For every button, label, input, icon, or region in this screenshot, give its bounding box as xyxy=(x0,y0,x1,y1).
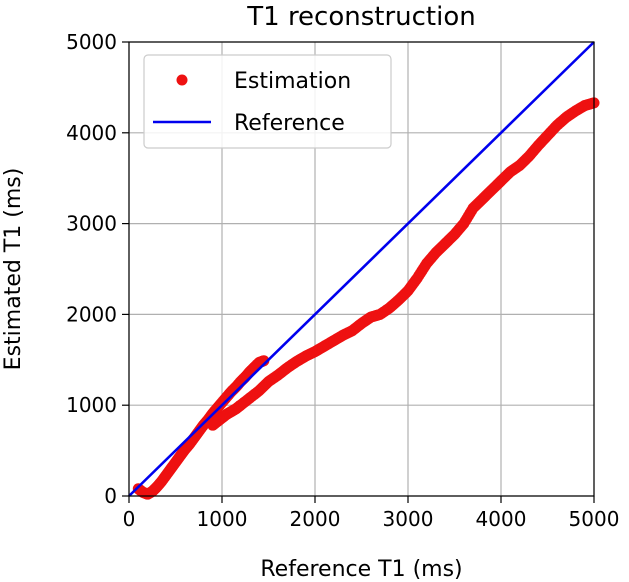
legend-label-estimation: Estimation xyxy=(234,69,351,94)
reference-line xyxy=(128,41,595,497)
y-tick-label: 1000 xyxy=(66,393,117,417)
y-tick-label: 3000 xyxy=(66,212,117,236)
legend-box xyxy=(143,54,392,149)
x-axis-label: Reference T1 (ms) xyxy=(260,557,462,582)
legend-marker-estimation xyxy=(176,74,188,86)
y-tick-label: 2000 xyxy=(66,302,117,326)
y-tick-label: 5000 xyxy=(66,30,117,54)
x-tick-label: 5000 xyxy=(569,507,620,531)
y-axis-label: Estimated T1 (ms) xyxy=(1,168,26,371)
legend: Estimation Reference xyxy=(143,54,392,149)
ticks: 0 1000 2000 3000 4000 5000 0 1000 2000 3000 4000 50… xyxy=(66,30,619,531)
y-tick-label: 0 xyxy=(104,484,117,508)
estimation-points xyxy=(132,97,600,500)
y-tick-label: 4000 xyxy=(66,121,117,145)
x-tick-label: 4000 xyxy=(476,507,527,531)
x-tick-label: 2000 xyxy=(290,507,341,531)
chart-title: T1 reconstruction xyxy=(246,2,476,32)
x-tick-label: 0 xyxy=(123,507,136,531)
plot-data xyxy=(128,41,600,500)
x-tick-label: 3000 xyxy=(383,507,434,531)
x-tick-label: 1000 xyxy=(197,507,248,531)
plot-frame xyxy=(128,41,595,497)
legend-label-reference: Reference xyxy=(234,111,345,136)
